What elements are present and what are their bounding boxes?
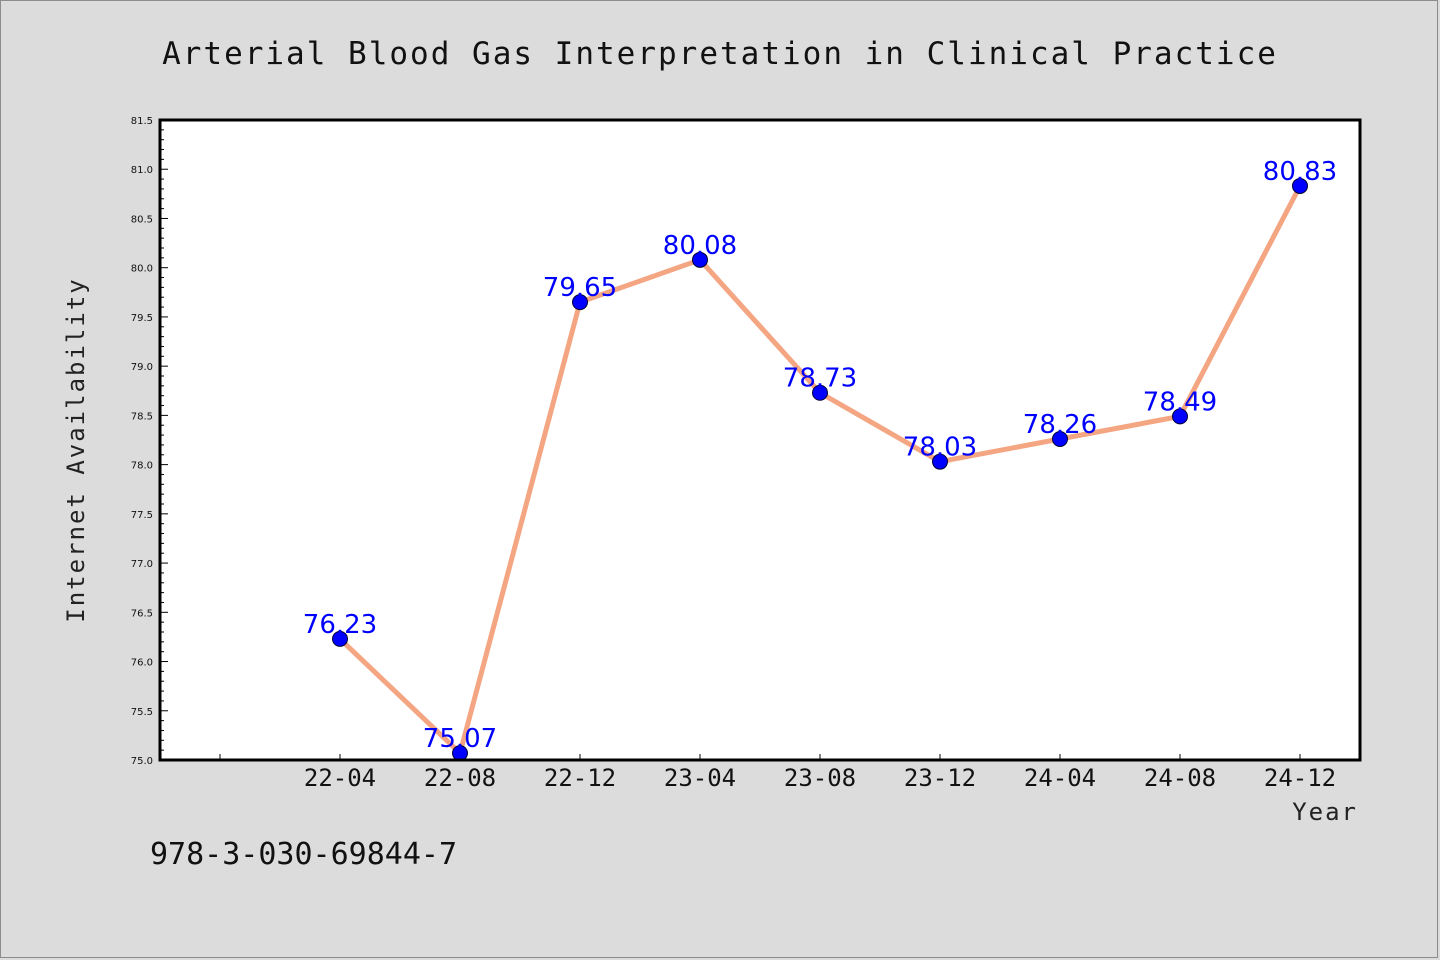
x-tick-label: 23-04 — [664, 764, 736, 792]
data-point-label: 78.03 — [903, 433, 977, 463]
x-tick-label: 22-12 — [544, 764, 616, 792]
data-point-label: 78.73 — [783, 364, 857, 394]
x-tick-label: 24-12 — [1264, 764, 1336, 792]
y-tick-label: 77.5 — [131, 510, 153, 521]
plot-area — [160, 120, 1360, 760]
data-point-marker — [332, 630, 348, 647]
data-point-label: 76.23 — [303, 610, 377, 640]
x-tick-label: 22-08 — [424, 764, 496, 792]
y-tick-label: 79.5 — [131, 313, 153, 324]
data-point-marker — [692, 251, 708, 268]
y-tick-label: 79.0 — [131, 362, 153, 373]
y-tick-label: 80.0 — [131, 264, 153, 275]
chart-title: Arterial Blood Gas Interpretation in Cli… — [162, 36, 1278, 72]
y-tick-label: 75.5 — [131, 707, 153, 718]
x-axis-label: Year — [1292, 798, 1358, 826]
data-point-marker — [932, 453, 948, 470]
y-tick-label: 80.5 — [131, 214, 153, 225]
x-axis: 22-04 22-08 22-12 23-04 23-08 23-12 24-04 24-08… — [219, 754, 1336, 792]
y-tick-label: 78.0 — [131, 461, 153, 472]
y-tick-label: 81.5 — [131, 116, 153, 127]
footer-isbn: 978-3-030-69844-7 — [150, 837, 457, 872]
y-tick-label: 81.0 — [131, 165, 153, 176]
y-axis-label: Internet Availability — [62, 277, 90, 622]
data-labels: 76.23 75.07 79.65 80.08 78.73 78.03 78.26 78.49… — [303, 157, 1337, 754]
data-point-marker — [572, 294, 588, 311]
data-point-label: 80.83 — [1263, 157, 1337, 187]
data-point-marker — [1052, 431, 1068, 448]
data-point-marker — [812, 384, 828, 401]
plot-border — [158, 118, 1362, 762]
y-tick-label: 78.5 — [131, 411, 153, 422]
data-point-label: 80.08 — [663, 231, 737, 261]
data-point-marker — [1292, 177, 1308, 194]
x-tick-label: 23-12 — [904, 764, 976, 792]
y-tick-label: 75.0 — [131, 756, 153, 767]
x-tick-label: 23-08 — [784, 764, 856, 792]
y-tick-label: 76.0 — [131, 658, 153, 669]
data-point-label: 79.65 — [543, 273, 617, 303]
markers — [332, 177, 1308, 762]
y-tick-label: 77.0 — [131, 559, 153, 570]
x-tick-label: 24-08 — [1144, 764, 1216, 792]
data-point-label: 75.07 — [423, 724, 497, 754]
x-tick-label: 24-04 — [1024, 764, 1096, 792]
x-tick-label: 22-04 — [304, 764, 376, 792]
y-tick-label: 76.5 — [131, 608, 153, 619]
data-point-marker — [1172, 408, 1188, 425]
data-point-label: 78.49 — [1143, 387, 1217, 417]
data-point-label: 78.26 — [1023, 410, 1097, 440]
